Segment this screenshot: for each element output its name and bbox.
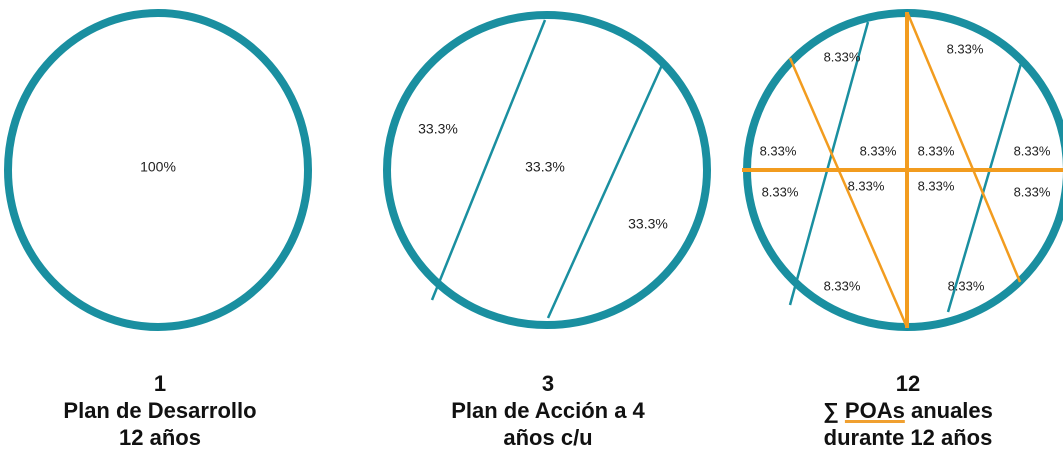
number: 12 [895, 371, 921, 396]
circle [4, 9, 312, 331]
region-label: 8.33% [760, 143, 797, 158]
region-label: 8.33% [1014, 184, 1051, 199]
caption-line: durante 12 años [823, 425, 993, 450]
divider [788, 57, 908, 326]
number: 1 [153, 371, 167, 396]
caption-line: años c/u [503, 425, 593, 450]
region-label: 8.33% [824, 278, 861, 293]
region-label: 8.33% [860, 143, 897, 158]
divider [546, 64, 664, 319]
number: 3 [541, 371, 555, 396]
circle [383, 11, 711, 329]
caption-line: Plan de Acción a 4 [451, 398, 645, 423]
region-label: 8.33% [1014, 143, 1051, 158]
region-label: 33.3% [525, 159, 565, 175]
region-label: 100% [140, 159, 176, 175]
caption: 1 Plan de Desarrollo 12 años [0, 370, 320, 451]
caption-line: ∑ POAs anuales [748, 397, 1063, 424]
region-label: 8.33% [918, 178, 955, 193]
region-label: 33.3% [628, 216, 668, 232]
region-label: 8.33% [848, 178, 885, 193]
region-label: 8.33% [824, 49, 861, 64]
caption: 12 ∑ POAs anuales durante 12 años [748, 370, 1063, 451]
dividers [430, 19, 1024, 319]
region-label: 8.33% [948, 278, 985, 293]
region-label: 33.3% [418, 121, 458, 137]
region-label: 8.33% [947, 41, 984, 56]
orange-dividers [742, 12, 1063, 328]
sum-symbol: ∑ [823, 398, 839, 423]
caption-line: Plan de Desarrollo [63, 398, 257, 423]
divider [788, 21, 870, 306]
caption: 3 Plan de Acción a 4 años c/u [388, 370, 708, 451]
region-label: 8.33% [762, 184, 799, 199]
caption-word: anuales [910, 398, 993, 423]
divider [906, 13, 1022, 283]
caption-line: 12 años [119, 425, 201, 450]
region-label: 8.33% [918, 143, 955, 158]
divider [946, 59, 1024, 313]
divider [430, 19, 547, 301]
underlined-word: POAs [844, 398, 905, 423]
